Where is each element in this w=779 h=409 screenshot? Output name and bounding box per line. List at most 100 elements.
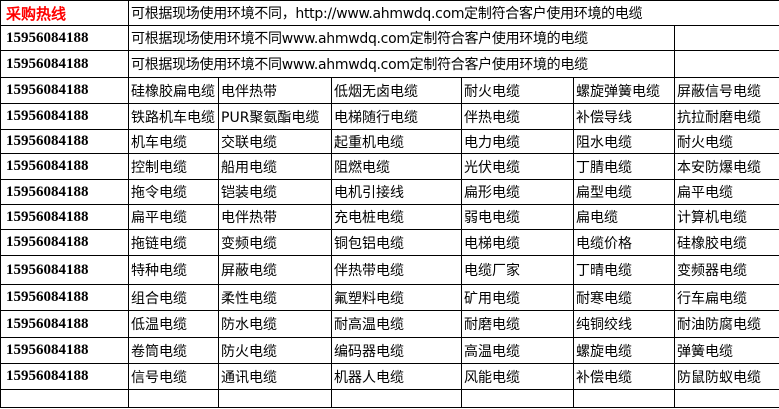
empty-cell <box>128 389 219 408</box>
product-cell: 起重机电缆 <box>331 129 462 154</box>
empty-row <box>0 389 779 408</box>
product-cell: 矿用电缆 <box>461 284 574 311</box>
product-cell: 扁平电缆 <box>673 179 779 205</box>
product-cell: PUR聚氨酯电缆 <box>218 103 332 130</box>
header-note: 可根据现场使用环境不同，http://www.ahmwdq.com定制符合客户使… <box>127 0 779 26</box>
product-cell: 抗拉耐磨电缆 <box>673 103 779 130</box>
product-cell: 防鼠防蚁电缆 <box>673 363 779 390</box>
product-cell: 拖链电缆 <box>128 229 219 256</box>
product-cell: 柔性电缆 <box>218 284 332 311</box>
product-cell: 船用电缆 <box>218 153 332 180</box>
product-cell: 硅橡胶扁电缆 <box>128 77 219 104</box>
product-cell: 螺旋电缆 <box>573 337 675 364</box>
product-cell: 阻水电缆 <box>573 129 675 154</box>
product-cell: 卷筒电缆 <box>128 337 219 364</box>
phone-number: 15956084188 <box>0 25 129 51</box>
product-cell: 耐火电缆 <box>461 77 574 104</box>
empty-cell <box>673 25 779 51</box>
product-cell: 低烟无卤电缆 <box>331 77 462 104</box>
phone-number: 15956084188 <box>0 77 129 104</box>
product-cell: 铠装电缆 <box>218 179 332 205</box>
phone-number: 15956084188 <box>0 229 129 256</box>
product-row: 15956084188 拖令电缆 铠装电缆 电机引接线 扁形电缆 扁型电缆 扁平电缆 <box>0 179 779 205</box>
product-cell: 行车扁电缆 <box>673 284 779 311</box>
note-text: 可根据现场使用环境不同www.ahmwdq.com定制符合客户使用环境的电缆 <box>128 25 675 51</box>
product-cell: 变频器电缆 <box>673 255 779 285</box>
product-cell: 充电桩电缆 <box>331 204 462 230</box>
product-cell: 补偿电缆 <box>573 363 675 390</box>
phone-number: 15956084188 <box>0 50 129 78</box>
product-cell: 机器人电缆 <box>331 363 462 390</box>
product-cell: 耐油防腐电缆 <box>673 310 779 338</box>
hotline-label: 采购热线 <box>0 0 129 26</box>
product-cell: 光伏电缆 <box>461 153 574 180</box>
phone-number: 15956084188 <box>0 153 129 180</box>
product-cell: 本安防爆电缆 <box>673 153 779 180</box>
product-cell: 耐火电缆 <box>673 129 779 154</box>
note-text: 可根据现场使用环境不同www.ahmwdq.com定制符合客户使用环境的电缆 <box>128 50 675 78</box>
product-cell: 电机引接线 <box>331 179 462 205</box>
empty-cell <box>573 389 675 408</box>
phone-number: 15956084188 <box>0 179 129 205</box>
product-cell: 屏蔽电缆 <box>218 255 332 285</box>
product-cell: 扁电缆 <box>573 204 675 230</box>
phone-number: 15956084188 <box>0 337 129 364</box>
header-row: 采购热线 可根据现场使用环境不同，http://www.ahmwdq.com定制… <box>0 0 779 26</box>
product-cell: 组合电缆 <box>128 284 219 311</box>
product-cell: 电梯电缆 <box>461 229 574 256</box>
product-row: 15956084188 机车电缆 交联电缆 起重机电缆 电力电缆 阻水电缆 耐火电缆 <box>0 129 779 154</box>
product-cell: 阻燃电缆 <box>331 153 462 180</box>
product-cell: 高温电缆 <box>461 337 574 364</box>
product-row: 15956084188 信号电缆 通讯电缆 机器人电缆 风能电缆 补偿电缆 防鼠防蚁电缆 <box>0 363 779 390</box>
product-cell: 铜包铝电缆 <box>331 229 462 256</box>
product-cell: 丁晴电缆 <box>573 255 675 285</box>
product-cell: 计算机电缆 <box>673 204 779 230</box>
product-row: 15956084188 拖链电缆 变频电缆 铜包铝电缆 电梯电缆 电缆价格 硅橡胶电缆 <box>0 229 779 256</box>
product-row: 15956084188 卷筒电缆 防火电缆 编码器电缆 高温电缆 螺旋电缆 弹簧电缆 <box>0 337 779 364</box>
product-cell: 电力电缆 <box>461 129 574 154</box>
product-row: 15956084188 控制电缆 船用电缆 阻燃电缆 光伏电缆 丁腈电缆 本安防爆电缆 <box>0 153 779 180</box>
product-cell: 耐高温电缆 <box>331 310 462 338</box>
product-cell: 硅橡胶电缆 <box>673 229 779 256</box>
empty-cell <box>461 389 574 408</box>
product-cell: 防火电缆 <box>218 337 332 364</box>
product-cell: 拖令电缆 <box>128 179 219 205</box>
empty-cell <box>331 389 462 408</box>
phone-number: 15956084188 <box>0 204 129 230</box>
product-cell: 低温电缆 <box>128 310 219 338</box>
product-cell: 通讯电缆 <box>218 363 332 390</box>
product-cell: 信号电缆 <box>128 363 219 390</box>
note-row: 15956084188 可根据现场使用环境不同www.ahmwdq.com定制符… <box>0 25 779 51</box>
phone-number: 15956084188 <box>0 255 129 285</box>
product-cell: 伴热电缆 <box>461 103 574 130</box>
product-row: 15956084188 硅橡胶扁电缆 电伴热带 低烟无卤电缆 耐火电缆 螺旋弹簧电缆 屏蔽信… <box>0 77 779 104</box>
product-cell: 交联电缆 <box>218 129 332 154</box>
product-cell: 补偿导线 <box>573 103 675 130</box>
product-cell: 耐寒电缆 <box>573 284 675 311</box>
product-cell: 防水电缆 <box>218 310 332 338</box>
product-cell: 丁腈电缆 <box>573 153 675 180</box>
phone-number: 15956084188 <box>0 129 129 154</box>
note-row: 15956084188 可根据现场使用环境不同www.ahmwdq.com定制符… <box>0 50 779 78</box>
product-cell: 变频电缆 <box>218 229 332 256</box>
product-cell: 编码器电缆 <box>331 337 462 364</box>
product-cell: 风能电缆 <box>461 363 574 390</box>
product-cell: 扁型电缆 <box>573 179 675 205</box>
empty-cell <box>673 389 779 408</box>
product-row: 15956084188 铁路机车电缆 PUR聚氨酯电缆 电梯随行电缆 伴热电缆 补偿导线抗… <box>0 103 779 130</box>
product-row: 15956084188 低温电缆 防水电缆 耐高温电缆 耐磨电缆 纯铜绞线 耐油防腐电缆 <box>0 310 779 338</box>
product-cell: 电缆价格 <box>573 229 675 256</box>
phone-number: 15956084188 <box>0 284 129 311</box>
product-row: 15956084188 扁平电缆 电伴热带 充电桩电缆 弱电电缆 扁电缆 计算机电缆 <box>0 204 779 230</box>
product-cell: 伴热带电缆 <box>331 255 462 285</box>
product-cell: 电梯随行电缆 <box>331 103 462 130</box>
phone-number: 15956084188 <box>0 363 129 390</box>
product-row: 15956084188 特种电缆 屏蔽电缆 伴热带电缆 电缆厂家 丁晴电缆 变频器电缆 <box>0 255 779 285</box>
product-cell: 扁形电缆 <box>461 179 574 205</box>
product-cell: 控制电缆 <box>128 153 219 180</box>
product-cell: 铁路机车电缆 <box>128 103 219 130</box>
product-cell: 弹簧电缆 <box>673 337 779 364</box>
product-cell: 纯铜绞线 <box>573 310 675 338</box>
product-cell: 氟塑料电缆 <box>331 284 462 311</box>
